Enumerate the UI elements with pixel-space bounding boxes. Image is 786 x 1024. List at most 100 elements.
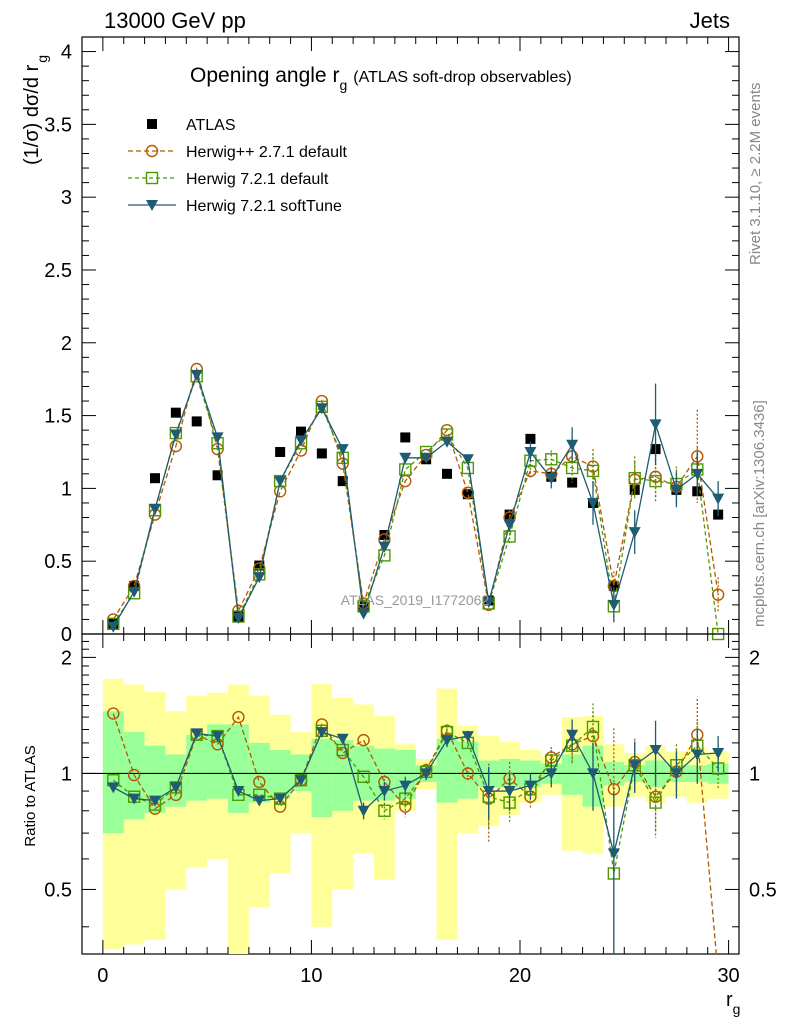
ratio-point — [524, 780, 537, 792]
y-tick-label: 3 — [61, 187, 72, 209]
data-point — [169, 429, 182, 441]
ratio-point — [232, 786, 245, 798]
data-point — [441, 436, 453, 448]
ratio-band-inner — [102, 711, 124, 834]
data-point — [357, 608, 370, 620]
y-tick-label: 0 — [61, 624, 72, 646]
ratio-plot-frame — [81, 633, 740, 955]
ratio-y-tick-label: 2 — [61, 647, 72, 669]
ratio-band-outer — [144, 691, 166, 940]
ratio-point — [586, 720, 600, 734]
ratio-band-inner — [165, 754, 187, 807]
data-point — [170, 407, 181, 418]
ratio-point — [357, 733, 370, 747]
ratio-point — [315, 727, 328, 739]
data-point — [524, 446, 537, 458]
ratio-band-inner — [248, 742, 270, 803]
series-circle — [107, 362, 725, 626]
ratio-band-inner — [561, 754, 583, 795]
ratio-point — [649, 796, 662, 809]
data-point — [712, 493, 725, 505]
data-point — [586, 464, 600, 478]
ratio-band-inner — [269, 750, 291, 799]
data-point — [400, 432, 411, 443]
legend-label: Herwig 7.2.1 default — [186, 171, 329, 188]
ratio-point — [336, 733, 349, 745]
data-point — [169, 439, 183, 453]
ratio-band-inner — [332, 740, 354, 811]
data-point — [503, 519, 516, 531]
ratio-point — [169, 782, 182, 794]
data-point — [462, 489, 473, 500]
ratio-point — [253, 775, 266, 789]
legend-entry: ATLAS — [147, 117, 236, 134]
data-point — [315, 403, 328, 415]
ratio-point — [461, 767, 475, 780]
ratio-point — [691, 749, 704, 761]
ratio-point — [607, 848, 620, 860]
series-line — [112, 366, 719, 620]
legend-entry: Herwig 7.2.1 default — [128, 171, 329, 188]
data-point — [545, 473, 558, 485]
legend: ATLAS Herwig++ 2.7.1 default Herwig 7.2.1 … — [128, 117, 348, 215]
legend-label: Herwig++ 2.7.1 default — [186, 144, 348, 161]
data-point — [295, 435, 307, 447]
ratio-point — [378, 786, 391, 798]
data-point — [399, 452, 412, 464]
ratio-point — [482, 786, 495, 798]
ratio-point — [127, 768, 141, 782]
ratio-band-inner — [436, 738, 458, 803]
data-point — [628, 527, 641, 539]
x-axis-label: rg — [726, 989, 740, 1017]
legend-entry: Herwig++ 2.7.1 default — [128, 144, 348, 161]
header-left: 13000 GeV pp — [104, 8, 246, 33]
ratio-point — [295, 775, 307, 787]
main-title: Opening angle rg (ATLAS soft-drop observa… — [190, 64, 572, 93]
ratio-y-tick-label-right: 1 — [749, 763, 760, 785]
legend-marker — [145, 171, 159, 185]
data-point — [649, 474, 662, 488]
y-tick-label: 4 — [61, 42, 72, 64]
ratio-point — [503, 786, 516, 798]
data-point — [275, 446, 286, 457]
ratio-point — [107, 707, 120, 720]
ratio-point — [211, 731, 224, 743]
ratio-point — [128, 793, 141, 805]
data-point — [253, 572, 266, 584]
data-point — [150, 473, 160, 484]
data-point — [191, 416, 202, 427]
ratio-point — [274, 793, 287, 805]
data-point — [379, 529, 390, 540]
ratio-band-inner — [374, 748, 395, 801]
data-point — [587, 497, 599, 509]
ratio-point — [399, 780, 412, 792]
legend-entry: Herwig 7.2.1 softTune — [128, 198, 342, 215]
x-tick-label: 0 — [97, 965, 108, 987]
data-point — [149, 503, 161, 515]
ratio-point — [628, 760, 641, 772]
data-point — [378, 541, 391, 553]
data-point — [525, 433, 536, 444]
data-point — [461, 454, 474, 466]
y-tick-label: 1 — [61, 478, 72, 500]
ratio-y-label: Ratio to ATLAS — [22, 745, 39, 846]
data-point — [274, 476, 287, 488]
data-point — [442, 468, 452, 479]
series-line — [112, 372, 719, 628]
data-point — [107, 621, 120, 633]
data-point — [399, 463, 412, 476]
series-triangle — [107, 369, 725, 633]
data-point — [336, 444, 349, 456]
ratio-point — [649, 745, 662, 757]
data-point — [649, 419, 662, 431]
ratio-y-tick-label: 0.5 — [44, 879, 72, 901]
ratio-plot: 0.5 0.51 12 20 10 20 30 Ratio to ATLAS rg — [22, 633, 777, 1017]
legend-label: ATLAS — [186, 117, 236, 134]
data-point — [691, 468, 704, 480]
x-tick-label: 10 — [300, 965, 322, 987]
y-tick-label: 0.5 — [44, 551, 72, 573]
main-plot: 0 0.5 1 1.5 2 2.5 3 3.5 4 ATLAS_2019_I1772062 Op… — [21, 36, 740, 646]
data-point — [211, 432, 224, 444]
x-tick-label: 20 — [509, 965, 531, 987]
